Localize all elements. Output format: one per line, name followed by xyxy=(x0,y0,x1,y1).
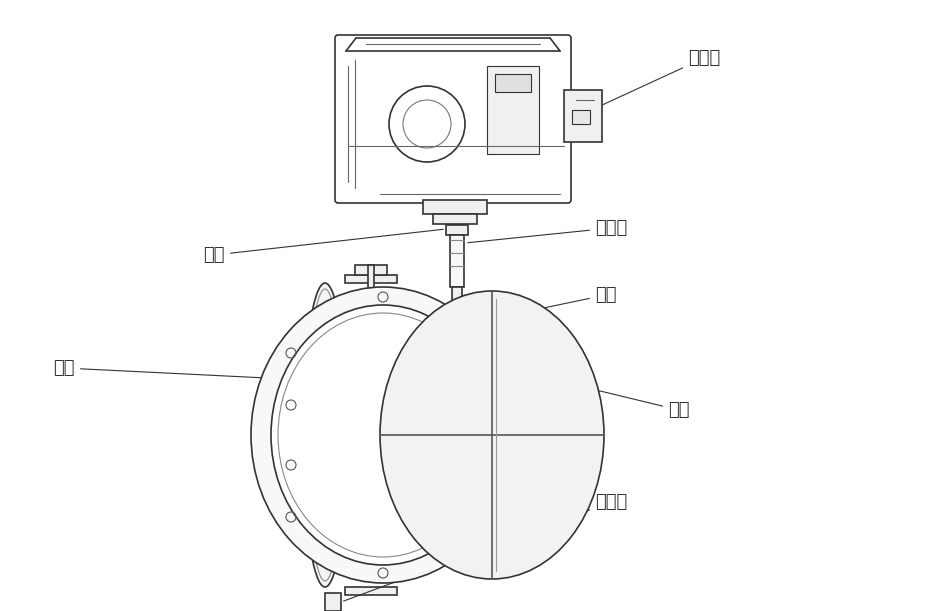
Bar xyxy=(355,265,387,275)
Bar xyxy=(325,593,341,611)
Bar xyxy=(433,214,477,224)
Bar xyxy=(450,235,464,287)
Text: 阀体: 阀体 xyxy=(54,359,304,380)
Ellipse shape xyxy=(251,287,515,583)
Bar xyxy=(572,110,590,124)
Bar xyxy=(345,587,397,595)
Ellipse shape xyxy=(271,305,495,565)
Text: 上阀杆: 上阀杆 xyxy=(468,219,627,243)
Text: 填料: 填料 xyxy=(204,229,444,264)
Text: 执行器: 执行器 xyxy=(603,49,720,105)
Text: 阀板: 阀板 xyxy=(599,390,689,419)
Bar xyxy=(345,275,397,283)
Bar xyxy=(495,74,531,92)
Bar xyxy=(564,90,602,142)
Text: 填料: 填料 xyxy=(470,286,617,323)
Ellipse shape xyxy=(303,283,347,587)
Text: 下阀杆: 下阀杆 xyxy=(343,493,627,601)
Ellipse shape xyxy=(380,291,604,579)
Bar xyxy=(423,200,487,214)
Text: 填料: 填料 xyxy=(0,610,1,611)
Bar xyxy=(446,225,468,235)
Bar xyxy=(452,287,462,301)
Bar xyxy=(447,316,467,331)
Bar xyxy=(368,265,374,303)
Bar xyxy=(487,66,539,154)
